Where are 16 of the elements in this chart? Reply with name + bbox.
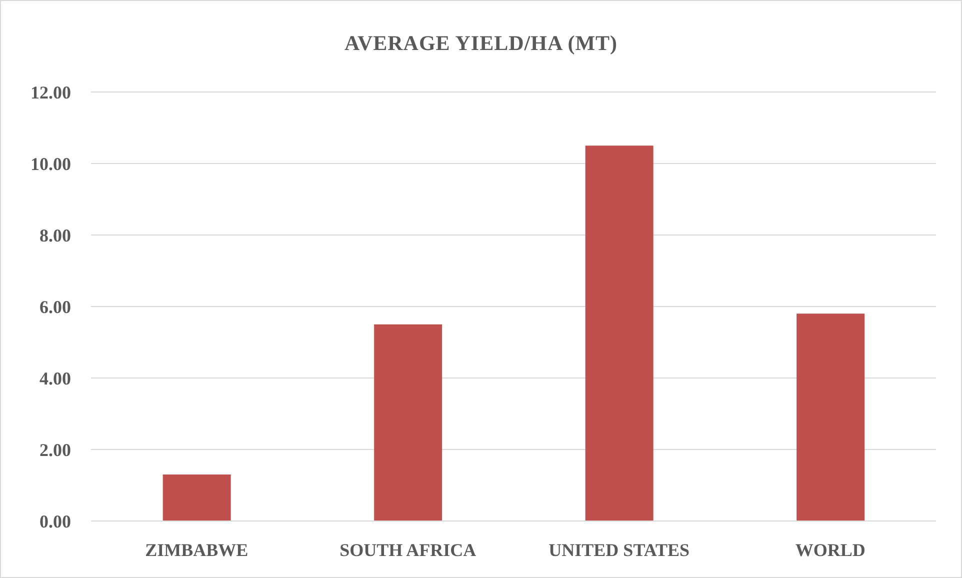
bar: [585, 146, 654, 521]
y-tick-label: 8.00: [40, 225, 71, 246]
y-tick-label: 2.00: [40, 440, 71, 460]
bar: [796, 314, 865, 521]
x-tick-label: ZIMBABWE: [145, 540, 248, 560]
x-tick-label: WORLD: [795, 540, 866, 560]
x-tick-label: SOUTH AFRICA: [340, 540, 476, 560]
y-tick-label: 6.00: [40, 296, 71, 317]
chart-title: AVERAGE YIELD/HA (MT): [343, 31, 619, 56]
y-tick-label: 4.00: [40, 368, 71, 388]
y-tick-label: 10.00: [30, 154, 71, 174]
bar: [162, 474, 231, 521]
y-tick-label: 12.00: [30, 82, 71, 102]
bar: [374, 324, 442, 521]
y-tick-label: 0.00: [40, 511, 71, 532]
x-tick-label: UNITED STATES: [548, 540, 690, 560]
